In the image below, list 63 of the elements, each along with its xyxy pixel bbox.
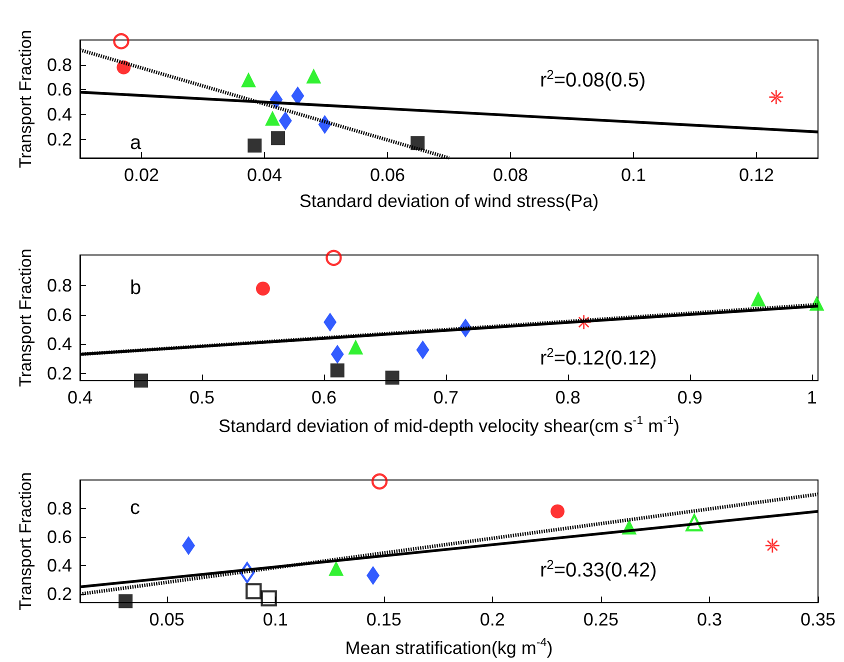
point (118, 594, 133, 608)
y-tick-label: 0.2 (46, 363, 72, 384)
x-tick-label: 0.06 (370, 165, 406, 185)
point (256, 282, 270, 296)
point (328, 560, 344, 576)
x-tick-label: 1 (806, 388, 817, 408)
point (248, 138, 262, 153)
y-axis-title: Transport Fraction (16, 472, 35, 610)
annotation: a (130, 132, 142, 154)
point (686, 514, 703, 532)
point (113, 33, 130, 50)
y-tick-label: 0.8 (46, 54, 72, 75)
x-tick-label: 0.4 (67, 388, 93, 408)
y-tick-label: 0.6 (46, 304, 72, 325)
point (264, 110, 280, 126)
y-axis-title: Transport Fraction (16, 248, 35, 387)
y-tick-label: 0.4 (46, 334, 72, 354)
point (385, 370, 400, 385)
point (246, 583, 262, 600)
point (371, 473, 388, 490)
point (348, 340, 364, 355)
point (240, 562, 255, 584)
x-axis-title: Standard deviation of wind stress(Pa) (299, 191, 599, 211)
x-tick-label: 0.2 (480, 610, 505, 630)
x-tick-label: 0.25 (583, 610, 618, 630)
x-tick-label: 0.04 (246, 165, 282, 185)
x-tick-label: 0.15 (366, 610, 402, 630)
x-tick-label: 0.1 (620, 165, 646, 185)
point (241, 72, 256, 88)
x-tick-label: 0.8 (555, 388, 580, 408)
x-tick-label: 0.35 (800, 610, 836, 630)
annotation: b (130, 277, 142, 299)
point (330, 363, 344, 378)
point (550, 504, 565, 518)
point (134, 374, 148, 388)
x-tick-label: 0.7 (433, 388, 458, 408)
y-tick-label: 0.2 (46, 584, 72, 604)
y-tick-label: 0.6 (46, 80, 72, 100)
annotation: c (130, 497, 140, 519)
point (326, 250, 342, 266)
x-tick-label: 0.1 (262, 610, 288, 630)
y-axis-title: Transport Fraction (16, 30, 35, 168)
point (271, 131, 286, 146)
y-tick-label: 0.8 (46, 498, 72, 519)
y-tick-label: 0.8 (46, 276, 72, 296)
point (750, 291, 766, 306)
point (769, 90, 784, 104)
x-tick-label: 0.3 (696, 610, 722, 630)
x-tick-label: 0.5 (189, 388, 214, 408)
point (410, 136, 425, 150)
x-tick-label: 0.08 (492, 165, 528, 185)
x-tick-label: 0.6 (311, 388, 336, 408)
y-tick-label: 0.4 (46, 104, 72, 125)
y-tick-label: 0.6 (46, 527, 72, 548)
x-tick-label: 0.12 (738, 165, 774, 185)
point (765, 538, 780, 553)
x-tick-label: 0.02 (124, 165, 160, 185)
point (306, 68, 322, 84)
y-tick-label: 0.4 (46, 556, 72, 576)
x-tick-label: 0.9 (677, 388, 702, 408)
x-tick-label: 0.05 (149, 610, 184, 630)
point (260, 590, 277, 606)
y-tick-label: 0.2 (46, 129, 72, 150)
